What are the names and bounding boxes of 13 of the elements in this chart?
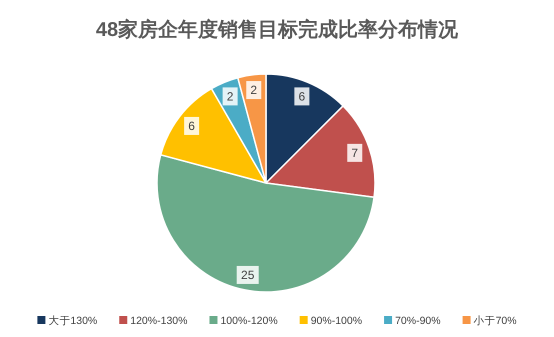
- legend-label: 小于70%: [474, 314, 517, 327]
- data-label: 2: [226, 89, 234, 104]
- legend-label: 70%-90%: [395, 315, 441, 327]
- chart-title: 48家房企年度销售目标完成比率分布情况: [96, 18, 460, 41]
- data-label: 6: [188, 118, 196, 133]
- legend-label: 大于130%: [48, 314, 98, 327]
- legend-label: 90%-100%: [310, 315, 362, 327]
- legend-label: 120%-130%: [130, 315, 188, 327]
- data-label: 25: [241, 268, 255, 282]
- data-label: 7: [351, 146, 358, 160]
- data-label: 2: [250, 83, 258, 98]
- legend-label: 100%-120%: [220, 315, 278, 327]
- data-label: 6: [298, 89, 306, 104]
